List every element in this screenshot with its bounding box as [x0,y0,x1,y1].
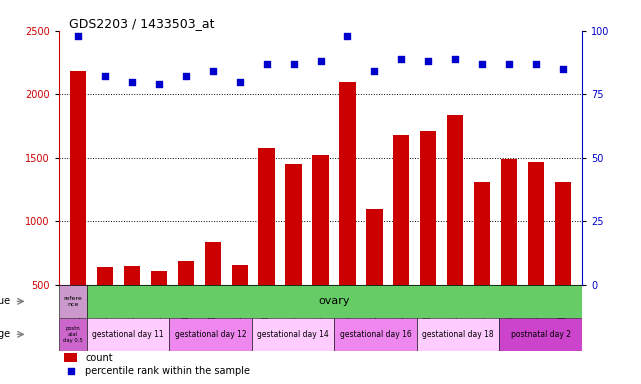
Bar [394,135,410,285]
Bar [312,155,329,285]
Point [235,78,245,84]
Bar [59,285,87,318]
Text: percentile rank within the sample: percentile rank within the sample [85,366,250,376]
Text: GDS2203 / 1433503_at: GDS2203 / 1433503_at [69,17,215,30]
Text: gestational day 11: gestational day 11 [92,330,163,339]
Text: postn
atal
day 0.5: postn atal day 0.5 [63,326,83,343]
Point [208,68,218,74]
Text: gestational day 12: gestational day 12 [174,330,246,339]
Bar [474,182,490,285]
Bar [124,266,140,285]
Bar [499,318,582,351]
Bar [151,271,167,285]
Bar [555,182,571,285]
Bar [178,261,194,285]
Bar [70,71,86,285]
Bar [231,265,247,285]
Bar [204,242,221,285]
Point [262,61,272,67]
Point [72,33,83,39]
Text: ovary: ovary [319,296,350,306]
Text: postnatal day 2: postnatal day 2 [511,330,570,339]
Point [65,367,76,374]
Bar [420,131,437,285]
Point [100,73,110,79]
Point [450,56,460,62]
Point [531,61,541,67]
Text: refere
nce: refere nce [63,296,82,307]
Bar [339,81,356,285]
Point [477,61,487,67]
Point [181,73,191,79]
Point [315,58,326,64]
Bar [59,318,87,351]
Bar [64,353,78,362]
Text: count: count [85,353,113,363]
Text: gestational day 18: gestational day 18 [422,330,494,339]
Bar [252,318,334,351]
Bar [97,267,113,285]
Point [127,78,137,84]
Point [396,56,406,62]
Point [342,33,353,39]
Point [288,61,299,67]
Point [154,81,164,87]
Bar [447,114,463,285]
Bar [169,318,252,351]
Bar [285,164,302,285]
Bar [528,162,544,285]
Point [423,58,433,64]
Bar [367,209,383,285]
Bar [417,318,499,351]
Point [369,68,379,74]
Bar [87,318,169,351]
Point [504,61,514,67]
Bar [258,147,274,285]
Point [558,66,569,72]
Bar [334,318,417,351]
Text: age: age [0,329,11,339]
Text: gestational day 14: gestational day 14 [257,330,329,339]
Bar [501,159,517,285]
Text: tissue: tissue [0,296,11,306]
Text: gestational day 16: gestational day 16 [340,330,412,339]
